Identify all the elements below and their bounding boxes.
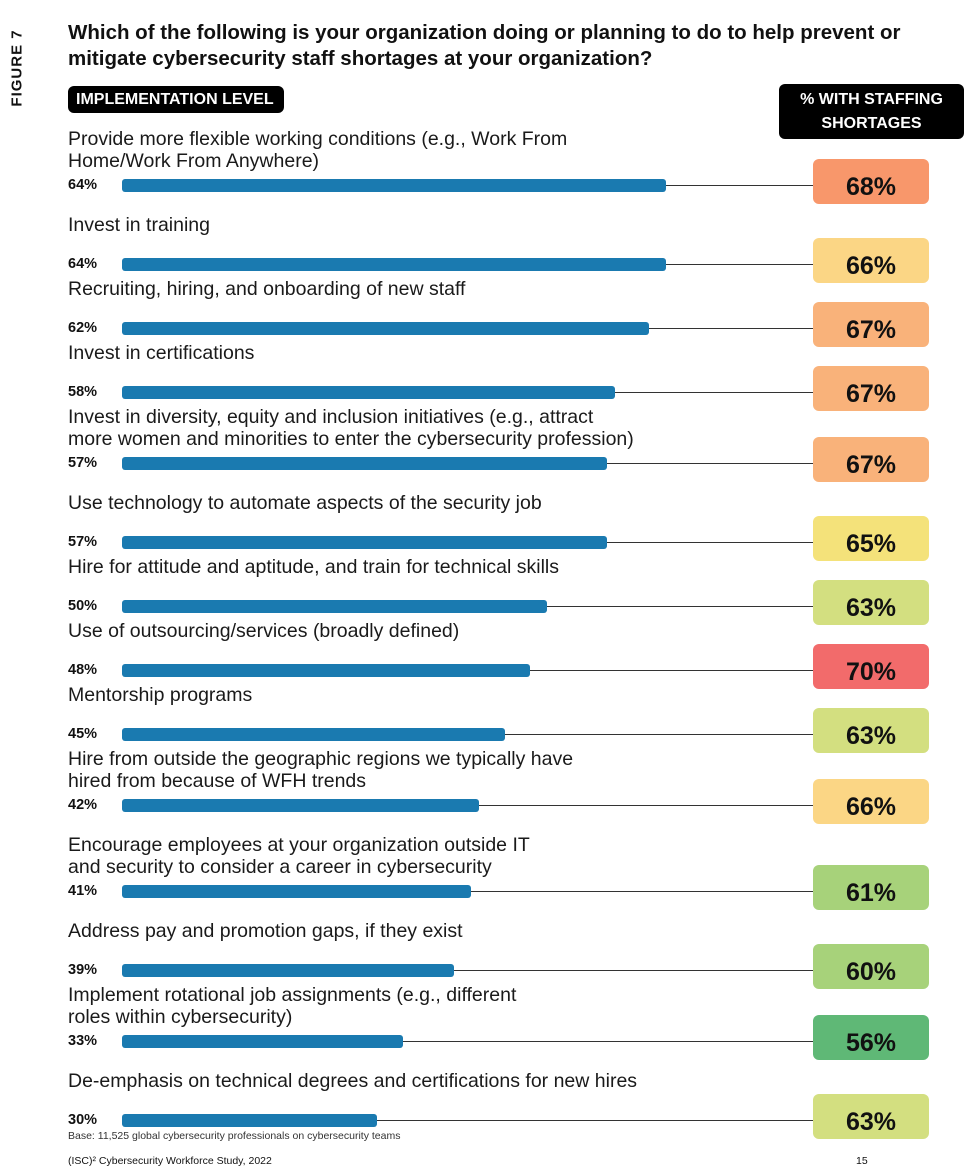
- figure-label-text: FIGURE 7: [8, 29, 26, 107]
- row-label: Encourage employees at your organization…: [68, 834, 768, 878]
- implementation-value-label: 64%: [68, 177, 98, 193]
- staffing-shortage-value-box: 56%: [813, 1015, 929, 1060]
- row-label: Invest in diversity, equity and inclusio…: [68, 406, 768, 450]
- connector-line: [666, 264, 813, 265]
- connector-line: [649, 328, 813, 329]
- implementation-value-label: 58%: [68, 384, 98, 400]
- row-label: Implement rotational job assignments (e.…: [68, 984, 768, 1028]
- row-label: Use technology to automate aspects of th…: [68, 492, 768, 514]
- implementation-bar: [122, 258, 666, 271]
- staffing-shortage-value-box: 66%: [813, 779, 929, 824]
- staffing-shortage-value-box: 67%: [813, 366, 929, 411]
- staffing-shortage-value-box: 70%: [813, 644, 929, 689]
- row-label-line: more women and minorities to enter the c…: [68, 428, 634, 450]
- row-label-line: De-emphasis on technical degrees and cer…: [68, 1070, 638, 1092]
- row-label-line: Implement rotational job assignments (e.…: [68, 984, 517, 1006]
- implementation-bar: [122, 1114, 377, 1127]
- implementation-bar: [122, 322, 649, 335]
- staffing-shortage-value-box: 66%: [813, 238, 929, 283]
- row-label: Provide more flexible working conditions…: [68, 128, 768, 172]
- row-label-line: Invest in training: [68, 214, 210, 236]
- implementation-bar: [122, 799, 479, 812]
- row-label-line: Mentorship programs: [68, 684, 253, 706]
- row-label: Use of outsourcing/services (broadly def…: [68, 620, 768, 642]
- implementation-value-label: 50%: [68, 598, 98, 614]
- connector-line: [470, 891, 813, 892]
- row-label: Mentorship programs: [68, 684, 768, 706]
- staffing-shortages-header: % WITH STAFFING SHORTAGES: [779, 84, 964, 139]
- implementation-bar: [122, 964, 454, 977]
- row-label: Invest in certifications: [68, 342, 768, 364]
- source-note: (ISC)² Cybersecurity Workforce Study, 20…: [68, 1155, 272, 1167]
- connector-line: [547, 606, 813, 607]
- staffing-shortage-value-box: 63%: [813, 1094, 929, 1139]
- connector-line: [504, 734, 813, 735]
- implementation-value-label: 48%: [68, 662, 98, 678]
- row-label: Recruiting, hiring, and onboarding of ne…: [68, 278, 768, 300]
- implementation-bar: [122, 457, 607, 470]
- implementation-value-label: 57%: [68, 534, 98, 550]
- row-label-line: Home/Work From Anywhere): [68, 150, 320, 172]
- implementation-bar: [122, 179, 666, 192]
- row-label-line: Encourage employees at your organization…: [68, 834, 530, 856]
- staffing-shortage-value-box: 63%: [813, 580, 929, 625]
- row-label: Hire for attitude and aptitude, and trai…: [68, 556, 768, 578]
- row-label-line: Use technology to automate aspects of th…: [68, 492, 542, 514]
- connector-line: [615, 392, 813, 393]
- connector-line: [479, 805, 813, 806]
- staffing-shortage-value-box: 67%: [813, 437, 929, 482]
- row-label: Invest in training: [68, 214, 768, 236]
- base-note: Base: 11,525 global cybersecurity profes…: [68, 1130, 401, 1142]
- row-label-line: Address pay and promotion gaps, if they …: [68, 920, 463, 942]
- implementation-bar: [122, 600, 547, 613]
- staffing-shortages-header-line1: % WITH STAFFING: [800, 91, 943, 108]
- page-number: 15: [856, 1155, 868, 1167]
- staffing-shortage-value-box: 67%: [813, 302, 929, 347]
- chart-question: Which of the following is your organizat…: [68, 21, 901, 70]
- row-label-line: and security to consider a career in cyb…: [68, 856, 492, 878]
- connector-line: [402, 1041, 813, 1042]
- row-label-line: Provide more flexible working conditions…: [68, 128, 568, 150]
- row-label-line: hired from because of WFH trends: [68, 770, 367, 792]
- implementation-bar: [122, 386, 615, 399]
- implementation-value-label: 41%: [68, 883, 98, 899]
- row-label-line: Hire from outside the geographic regions…: [68, 748, 574, 770]
- figure-label: FIGURE 7: [2, 28, 32, 108]
- implementation-value-label: 62%: [68, 320, 98, 336]
- implementation-value-label: 42%: [68, 797, 98, 813]
- implementation-bar: [122, 664, 530, 677]
- connector-line: [606, 542, 813, 543]
- row-label-line: Recruiting, hiring, and onboarding of ne…: [68, 278, 466, 300]
- implementation-bar: [122, 1035, 403, 1048]
- row-label: De-emphasis on technical degrees and cer…: [68, 1070, 768, 1092]
- connector-line: [666, 185, 813, 186]
- row-label-line: Invest in certifications: [68, 342, 255, 364]
- implementation-bar: [122, 728, 505, 741]
- implementation-value-label: 39%: [68, 962, 98, 978]
- staffing-shortages-header-line2: SHORTAGES: [821, 115, 922, 132]
- row-label: Address pay and promotion gaps, if they …: [68, 920, 768, 942]
- implementation-bar: [122, 536, 607, 549]
- connector-line: [377, 1120, 813, 1121]
- staffing-shortage-value-box: 63%: [813, 708, 929, 753]
- implementation-level-header: IMPLEMENTATION LEVEL: [68, 86, 284, 113]
- staffing-shortage-value-box: 68%: [813, 159, 929, 204]
- connector-line: [606, 463, 813, 464]
- implementation-bar: [122, 885, 471, 898]
- implementation-value-label: 30%: [68, 1112, 98, 1128]
- implementation-value-label: 57%: [68, 455, 98, 471]
- staffing-shortage-value-box: 65%: [813, 516, 929, 561]
- staffing-shortage-value-box: 61%: [813, 865, 929, 910]
- row-label-line: Use of outsourcing/services (broadly def…: [68, 620, 460, 642]
- row-label: Hire from outside the geographic regions…: [68, 748, 768, 792]
- implementation-value-label: 45%: [68, 726, 98, 742]
- row-label-line: Invest in diversity, equity and inclusio…: [68, 406, 594, 428]
- connector-line: [530, 670, 813, 671]
- implementation-value-label: 64%: [68, 256, 98, 272]
- staffing-shortage-value-box: 60%: [813, 944, 929, 989]
- connector-line: [453, 970, 813, 971]
- row-label-line: Hire for attitude and aptitude, and trai…: [68, 556, 560, 578]
- implementation-value-label: 33%: [68, 1033, 98, 1049]
- row-label-line: roles within cybersecurity): [68, 1006, 293, 1028]
